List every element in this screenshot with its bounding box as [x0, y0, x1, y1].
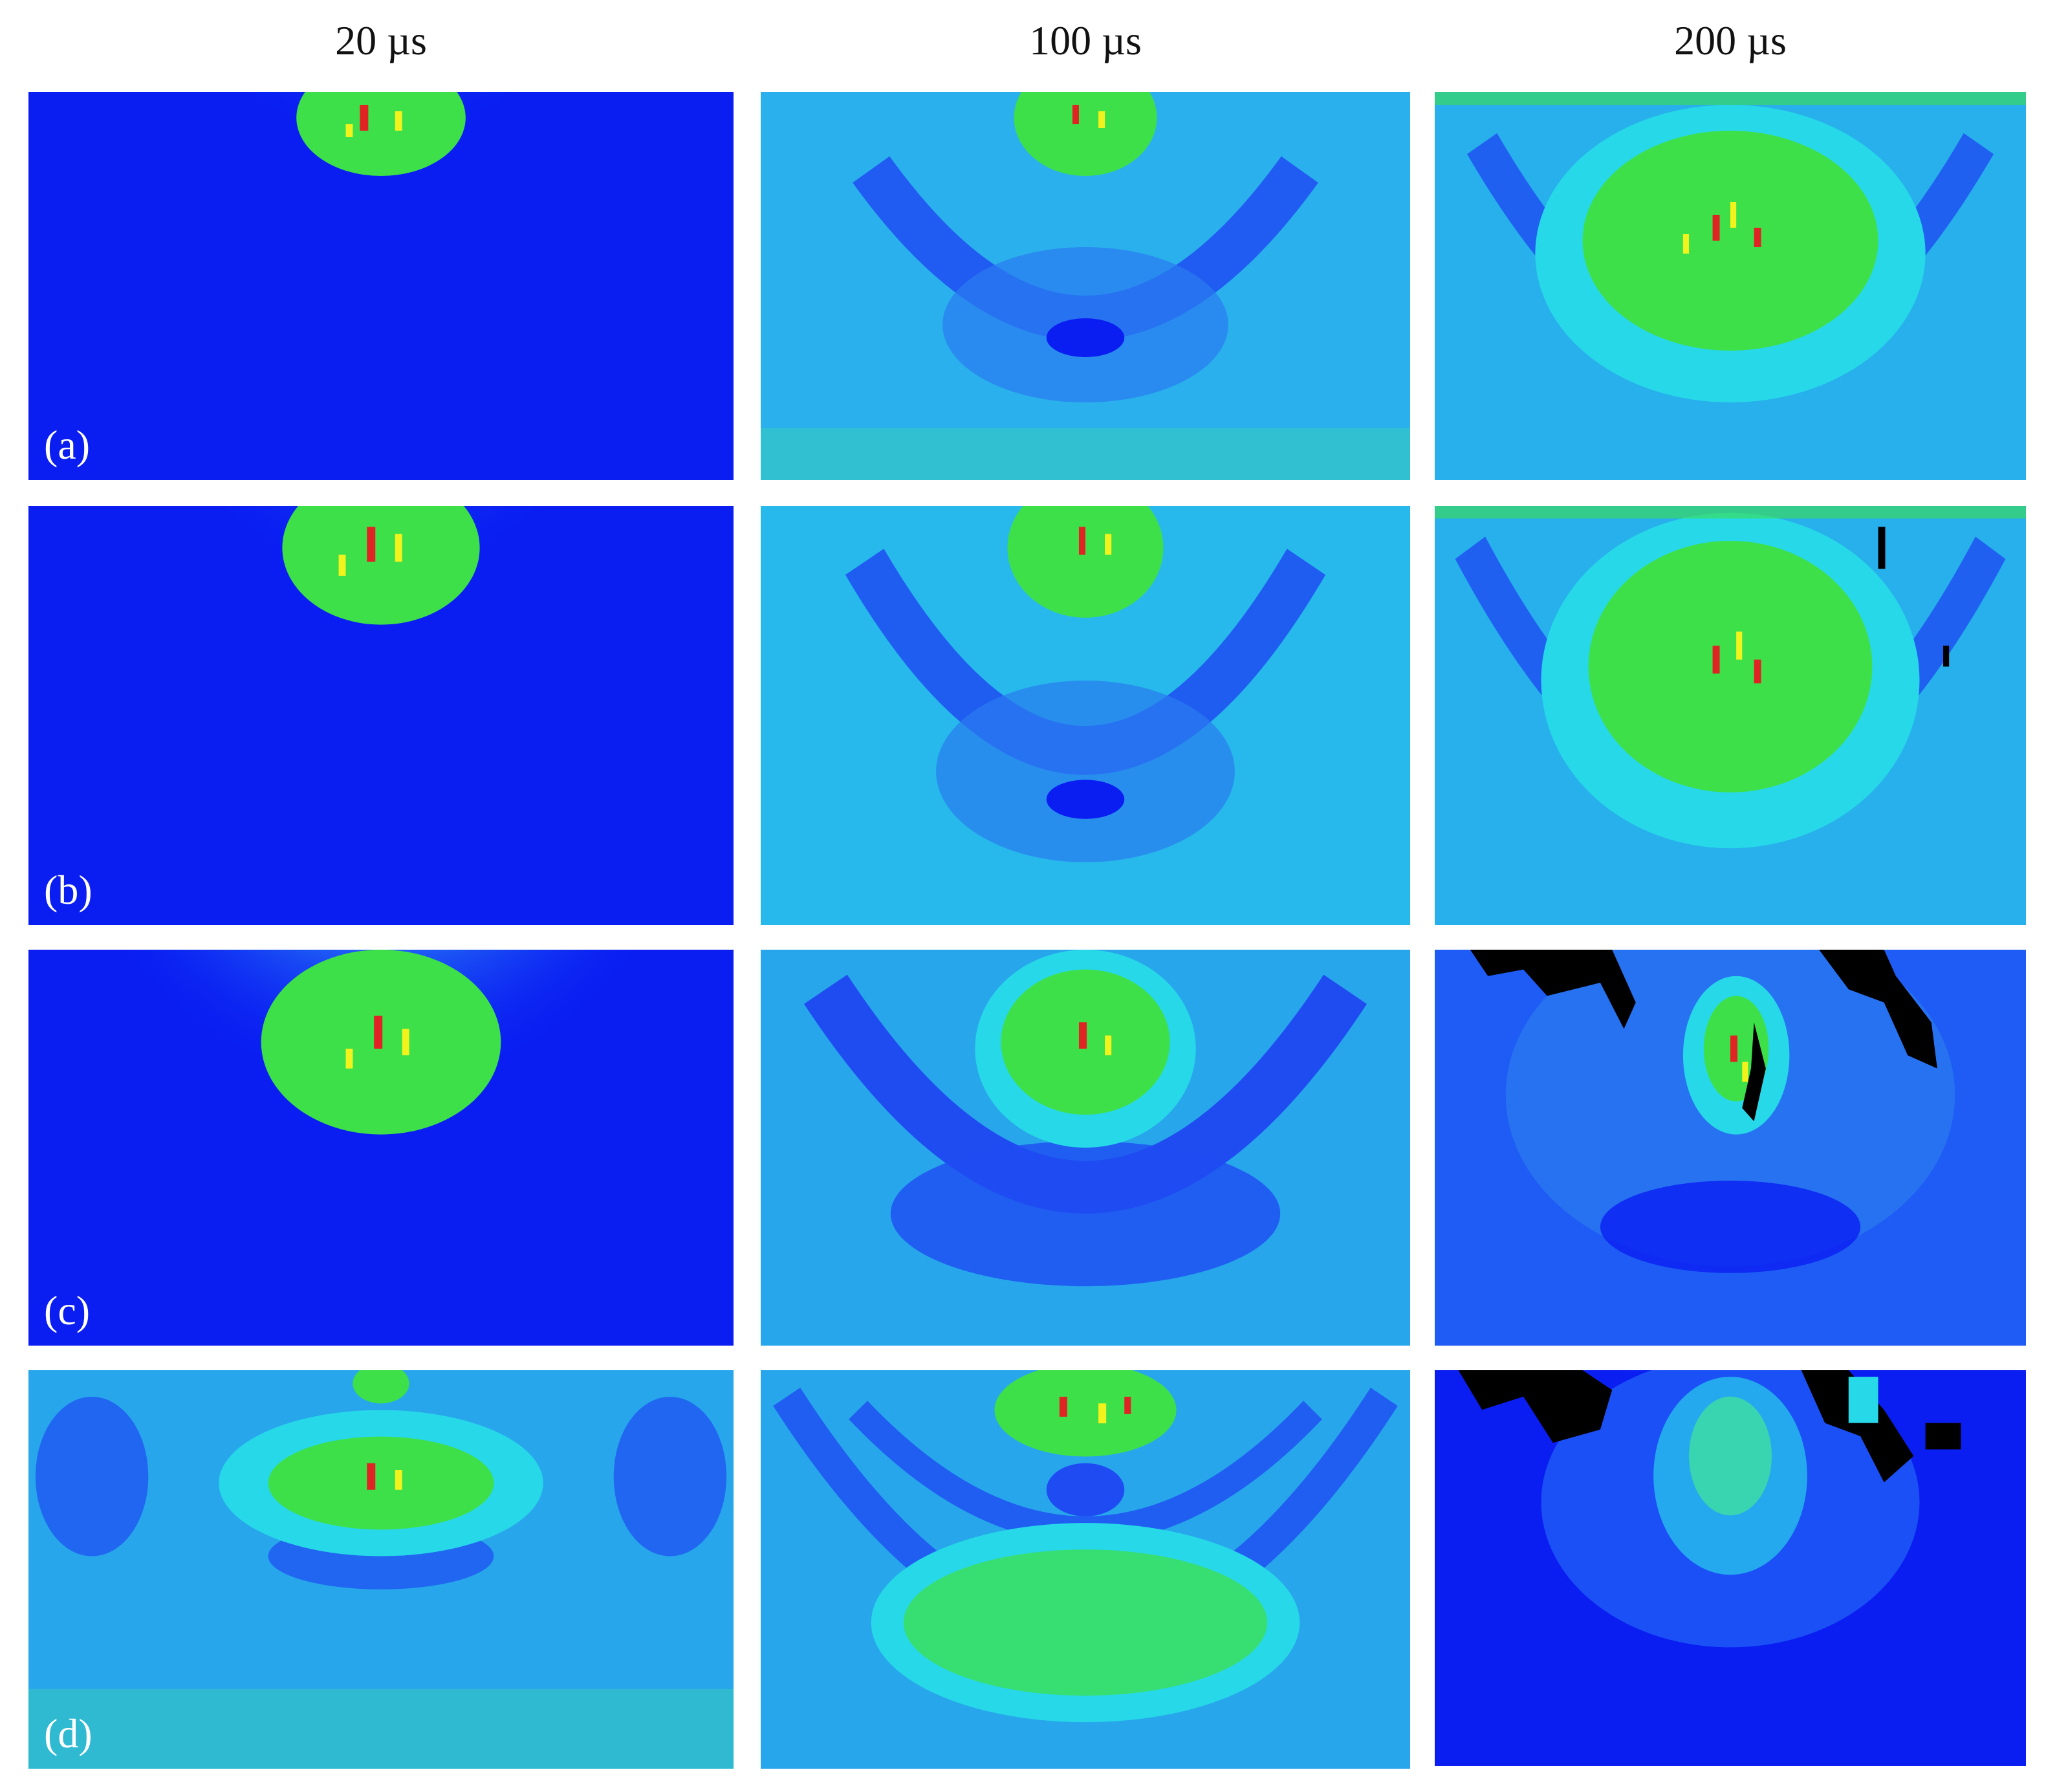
panel-d-20us: (d)	[28, 1370, 734, 1769]
stress-field-image	[141, 506, 621, 835]
panel-a-100us	[761, 92, 1410, 480]
stress-field-image	[1435, 1370, 2026, 1766]
column-header-100us: 100 µs	[1029, 17, 1142, 63]
panel-c-20us: (c)	[28, 950, 734, 1346]
column-header-20us: 20 µs	[335, 17, 427, 63]
panel-d-200us	[1435, 1370, 2026, 1766]
stress-field-image	[155, 92, 607, 389]
stress-field-image	[113, 950, 649, 1280]
panel-b-200us	[1435, 506, 2026, 925]
panel-d-100us	[761, 1370, 1410, 1769]
stress-field-image	[1435, 506, 2026, 925]
stress-field-image	[761, 92, 1410, 480]
row-label-d: (d)	[44, 1710, 93, 1756]
row-label-b: (b)	[44, 867, 93, 913]
panel-c-200us	[1435, 950, 2026, 1346]
panel-b-100us	[761, 506, 1410, 925]
stress-field-image	[1435, 950, 2026, 1346]
panel-a-20us: (a)	[28, 92, 734, 480]
stress-field-image	[761, 506, 1410, 925]
panel-c-100us	[761, 950, 1410, 1346]
stress-field-image	[28, 1370, 734, 1769]
panel-b-20us: (b)	[28, 506, 734, 925]
row-label-a: (a)	[44, 422, 91, 468]
stress-field-image	[761, 950, 1410, 1346]
stress-field-image	[1435, 92, 2026, 480]
row-label-c: (c)	[44, 1287, 91, 1333]
stress-field-image	[761, 1370, 1410, 1769]
panel-a-200us	[1435, 92, 2026, 480]
column-header-200us: 200 µs	[1674, 17, 1787, 63]
